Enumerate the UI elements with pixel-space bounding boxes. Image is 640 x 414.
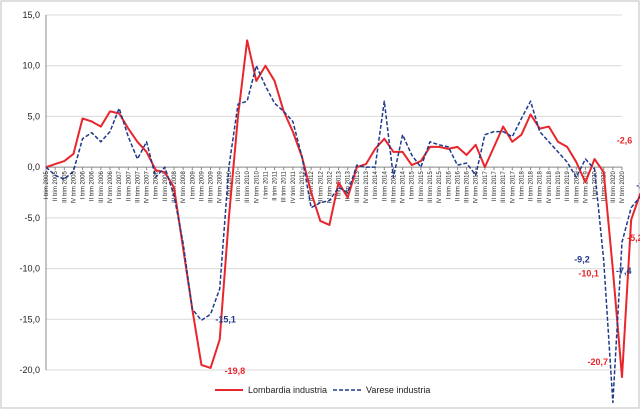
x-tick-label: IV trim 2018 — [547, 170, 553, 203]
x-tick-label: III trim 2016 — [465, 170, 471, 202]
x-tick-label: III trim 2010 — [245, 170, 251, 202]
x-tick-label: III trim 2007 — [135, 170, 141, 202]
annotation-label: -2,9 — [636, 181, 640, 191]
series-line-varese-industria — [45, 64, 640, 404]
x-tick-label: III trim 2012 — [318, 170, 324, 202]
legend-label: Lombardia industria — [248, 385, 327, 395]
x-tick-label: II trim 2013 — [346, 170, 352, 201]
x-tick-label: III trim 2013 — [355, 170, 361, 202]
x-tick-label: II trim 2007 — [126, 170, 132, 201]
x-tick-label: IV trim 2008 — [181, 170, 187, 203]
x-tick-label: II trim 2018 — [529, 170, 535, 201]
annotation-label: -7,4 — [616, 266, 632, 276]
annotation-label: -19,8 — [225, 366, 246, 376]
x-axis: I trim 2005 II trim 2005 III trim 2005 IV t… — [44, 167, 626, 204]
x-tick-label: IV trim 2012 — [327, 170, 333, 203]
x-tick-label: III trim 2015 — [428, 170, 434, 202]
x-tick-label: I trim 2007 — [117, 170, 123, 199]
gridlines — [46, 14, 622, 371]
x-tick-label: I trim 2015 — [410, 170, 416, 199]
x-tick-label: I trim 2020 — [593, 170, 599, 199]
x-tick-label: I trim 2006 — [81, 170, 87, 199]
x-tick-label: I trim 2017 — [483, 170, 489, 199]
x-tick-label: II trim 2008 — [163, 170, 169, 201]
x-tick-label: I trim 2019 — [556, 170, 562, 199]
x-tick-label: II trim 2012 — [309, 170, 315, 201]
x-tick-label: IV trim 2013 — [364, 170, 370, 203]
x-tick-label: IV trim 2014 — [401, 170, 407, 203]
x-tick-label: II trim 2010 — [236, 170, 242, 201]
x-tick-label: I trim 2008 — [154, 170, 160, 199]
annotation-label: -9,2 — [574, 254, 590, 264]
annotation-label: -10,1 — [578, 269, 599, 279]
x-tick-label: I trim 2009 — [190, 170, 196, 199]
series-line-lombardia-industria — [45, 39, 640, 379]
x-tick-label: I trim 2011 — [263, 170, 269, 199]
x-tick-label: I trim 2016 — [446, 170, 452, 199]
x-tick-label: III trim 2018 — [538, 170, 544, 202]
x-tick-label: III trim 2005 — [62, 170, 68, 202]
x-tick-label: II trim 2019 — [565, 170, 571, 201]
y-axis: 15,0 10,0 5,0 0,0 -5,0 -10,0 -15,0 -20,0 — [19, 10, 47, 375]
y-tick-label: -15,0 — [19, 314, 40, 324]
x-tick-label: III trim 2006 — [99, 170, 105, 202]
y-tick-label: 5,0 — [27, 111, 40, 121]
x-tick-label: II trim 2014 — [382, 170, 388, 201]
y-tick-label: 15,0 — [22, 10, 40, 20]
y-tick-label: -5,0 — [24, 213, 40, 223]
x-tick-label: IV trim 2016 — [474, 170, 480, 203]
x-tick-label: II trim 2005 — [53, 170, 59, 201]
x-tick-label: IV trim 2006 — [108, 170, 114, 203]
legend-label: Varese industria — [366, 385, 430, 395]
x-tick-label: II trim 2017 — [492, 170, 498, 201]
legend: Lombardia industria Varese industria — [215, 385, 430, 395]
x-tick-label: IV trim 2007 — [145, 170, 151, 203]
x-tick-label: IV trim 2005 — [71, 170, 77, 203]
annotation-label: -20,7 — [587, 357, 608, 367]
x-tick-label: IV trim 2017 — [510, 170, 516, 203]
annotation-label: -5,2 — [627, 233, 640, 243]
y-tick-label: -10,0 — [19, 264, 40, 274]
x-tick-label: III trim 2020 — [611, 170, 617, 202]
x-tick-label: IV trim 2015 — [437, 170, 443, 203]
x-tick-label: IV trim 2019 — [583, 170, 589, 203]
x-tick-label: III trim 2008 — [172, 170, 178, 202]
x-tick-label: I trim 2012 — [300, 170, 306, 199]
x-tick-label: III trim 2017 — [501, 170, 507, 202]
y-tick-label: 0,0 — [27, 162, 40, 172]
x-tick-label: I trim 2014 — [373, 170, 379, 199]
x-tick-label: IV trim 2020 — [620, 170, 626, 203]
x-tick-label: I trim 2010 — [227, 170, 233, 199]
x-tick-label: IV trim 2011 — [291, 170, 297, 203]
x-tick-label: III trim 2009 — [209, 170, 215, 202]
x-tick-label: II trim 2006 — [90, 170, 96, 201]
y-tick-label: -20,0 — [19, 365, 40, 375]
x-tick-label: II trim 2011 — [273, 170, 279, 200]
annotation-label: -2,6 — [617, 136, 633, 146]
x-tick-label: III trim 2019 — [574, 170, 580, 202]
y-tick-label: 10,0 — [22, 61, 40, 71]
x-tick-label: III trim 2014 — [391, 170, 397, 202]
x-tick-label: II trim 2016 — [455, 170, 461, 201]
x-tick-label: III trim 2011 — [282, 170, 288, 202]
series-lines — [45, 39, 640, 404]
annotation-label: -15,1 — [215, 314, 236, 324]
x-tick-label: II trim 2015 — [419, 170, 425, 201]
x-tick-label: I trim 2005 — [44, 170, 50, 199]
x-tick-label: II trim 2009 — [199, 170, 205, 201]
x-tick-label: I trim 2018 — [519, 170, 525, 199]
x-tick-label: IV trim 2009 — [218, 170, 224, 203]
x-tick-label: IV trim 2010 — [254, 170, 260, 203]
